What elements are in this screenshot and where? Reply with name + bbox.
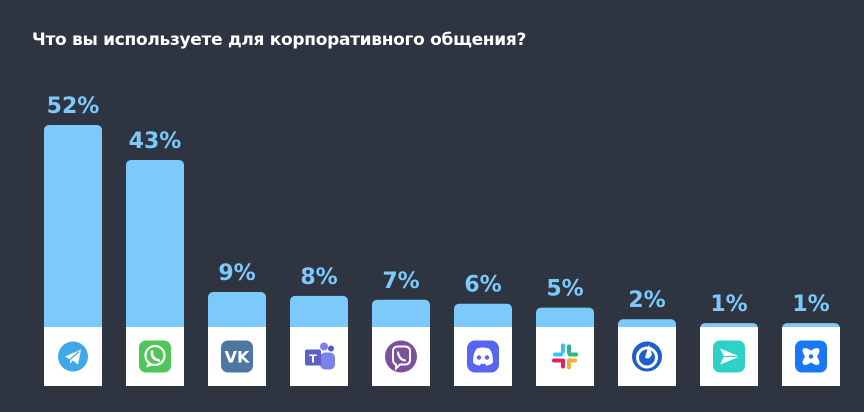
discord-icon	[467, 340, 499, 373]
bar-group: 2%	[618, 288, 676, 386]
data-label: 52%	[47, 94, 100, 119]
data-label: 6%	[464, 273, 501, 298]
compass-icon	[795, 340, 827, 373]
telegram-icon	[58, 341, 88, 372]
bar-group: 52%	[44, 94, 102, 386]
bar-group: 1%	[782, 292, 840, 386]
bar-group: T 8%	[290, 265, 348, 386]
bar-base	[536, 327, 594, 386]
data-label: 43%	[129, 129, 182, 154]
data-label: 8%	[300, 265, 337, 290]
bar-group: VK 9%	[208, 261, 266, 386]
bar	[44, 125, 102, 333]
bar	[290, 295, 348, 333]
bar-group: 1%	[700, 292, 758, 386]
slack-icon	[552, 343, 578, 370]
bar	[536, 307, 594, 333]
bar	[454, 303, 512, 333]
bar-group: 43%	[126, 129, 184, 386]
data-label: 1%	[710, 292, 747, 317]
bar-group: 6%	[454, 273, 512, 386]
teams-icon: T	[305, 342, 335, 370]
data-label: 5%	[546, 277, 583, 302]
svg-text:VK: VK	[225, 348, 250, 367]
pachca-icon	[713, 340, 745, 373]
vk-icon: VK	[221, 340, 253, 373]
data-label: 1%	[792, 292, 829, 317]
data-label: 2%	[628, 288, 665, 313]
bar-group: 7%	[372, 269, 430, 386]
mattermost-icon	[632, 341, 662, 372]
bar	[126, 159, 184, 333]
chart-title: Что вы используете для корпоративного об…	[32, 30, 527, 50]
whatsapp-icon	[139, 340, 171, 373]
data-label: 7%	[382, 269, 419, 294]
viber-icon	[385, 340, 417, 373]
bar-group: 5%	[536, 277, 594, 386]
bar	[208, 292, 266, 333]
data-label: 9%	[218, 261, 255, 286]
bar	[372, 299, 430, 333]
svg-text:T: T	[309, 353, 317, 366]
